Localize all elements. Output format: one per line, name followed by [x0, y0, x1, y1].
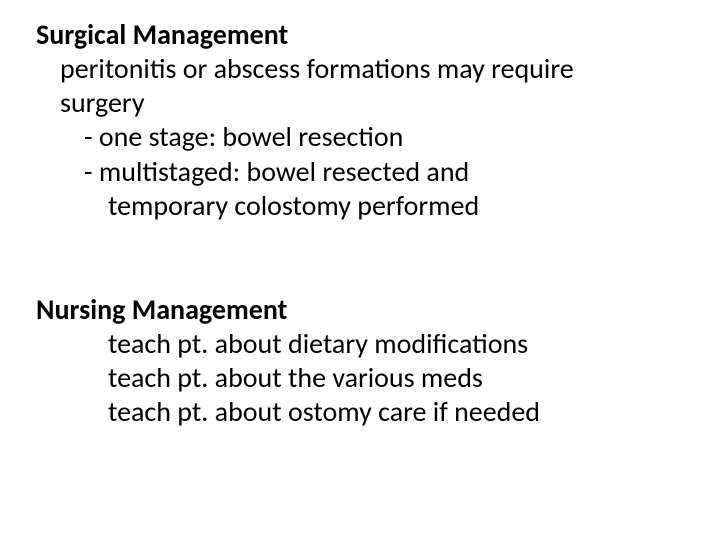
slide-body: Surgical Management peritonitis or absce…: [0, 0, 720, 540]
section-gap: [36, 223, 680, 293]
nursing-item-dietary: teach pt. about dietary modifications: [36, 327, 680, 361]
surgical-item-multistaged-line2: temporary colostomy performed: [36, 189, 680, 223]
nursing-heading: Nursing Management: [36, 293, 680, 327]
nursing-item-ostomy: teach pt. about ostomy care if needed: [36, 395, 680, 429]
surgical-intro-line1: peritonitis or abscess formations may re…: [36, 52, 680, 86]
surgical-item-multistaged-line1: - multistaged: bowel resected and: [36, 155, 680, 189]
surgical-intro-line2: surgery: [36, 86, 680, 120]
nursing-item-meds: teach pt. about the various meds: [36, 361, 680, 395]
surgical-heading: Surgical Management: [36, 18, 680, 52]
surgical-item-one-stage: - one stage: bowel resection: [36, 120, 680, 154]
